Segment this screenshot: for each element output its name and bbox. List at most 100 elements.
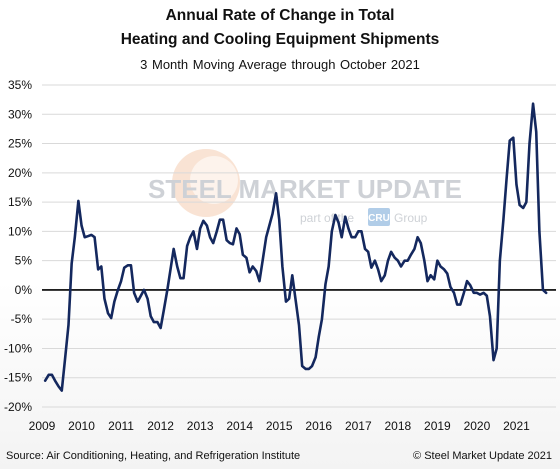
- y-tick-label: -15%: [4, 371, 32, 385]
- data-point: [423, 260, 425, 262]
- data-point: [77, 200, 79, 202]
- data-point: [169, 268, 172, 271]
- data-point: [483, 292, 485, 294]
- data-point: [93, 236, 96, 238]
- x-tick-label: 2017: [345, 419, 372, 433]
- data-point: [525, 201, 527, 203]
- data-point: [80, 224, 83, 227]
- data-point: [130, 264, 132, 266]
- data-point: [239, 233, 241, 235]
- data-point: [479, 293, 481, 296]
- x-tick-label: 2019: [424, 419, 451, 433]
- x-tick-label: 2011: [108, 419, 134, 433]
- data-point: [436, 260, 438, 262]
- x-tick-label: 2010: [68, 419, 95, 433]
- data-point: [433, 278, 435, 280]
- y-tick-label: 30%: [8, 107, 32, 121]
- y-tick-label: -20%: [4, 400, 32, 414]
- x-tick-label: 2020: [464, 419, 491, 433]
- data-point: [387, 260, 389, 262]
- data-point: [107, 312, 109, 314]
- data-point: [229, 242, 231, 244]
- data-point: [496, 347, 498, 350]
- data-point: [344, 216, 346, 218]
- data-point: [377, 268, 379, 271]
- data-point: [321, 318, 323, 320]
- data-point: [127, 264, 129, 266]
- data-point: [235, 227, 238, 230]
- data-point: [291, 274, 293, 276]
- y-axis-tick-labels: -20% -15% -10% -5% 0% 5% 10% 15% 20% 25% 30% 35%: [4, 78, 32, 414]
- data-point: [466, 280, 468, 282]
- data-point: [173, 248, 175, 250]
- data-point: [426, 280, 429, 282]
- data-point: [357, 230, 359, 232]
- data-point: [137, 301, 139, 303]
- data-point: [328, 265, 330, 268]
- data-point: [367, 251, 369, 253]
- data-point: [538, 230, 540, 232]
- watermark-brand-text: STEEL MARKET UPDATE: [148, 174, 462, 204]
- data-point: [281, 265, 283, 268]
- data-point: [262, 260, 264, 262]
- data-point: [390, 251, 392, 253]
- data-point: [301, 365, 303, 367]
- data-point: [522, 207, 524, 209]
- data-point: [334, 214, 336, 216]
- data-point: [459, 303, 461, 306]
- data-point: [476, 292, 478, 294]
- data-point: [370, 267, 372, 269]
- data-point: [67, 324, 70, 326]
- data-point: [222, 219, 224, 221]
- data-point: [311, 365, 313, 367]
- x-tick-label: 2013: [187, 419, 214, 433]
- data-point: [44, 380, 46, 382]
- chart-title-line-1: Annual Rate of Change in Total: [165, 7, 395, 24]
- data-point: [519, 204, 521, 206]
- chart-subtitle: 3 Month Moving Average through October 2…: [140, 57, 420, 72]
- data-point: [505, 178, 508, 180]
- data-point: [492, 359, 495, 361]
- x-tick-label: 2015: [266, 419, 293, 433]
- data-point: [360, 230, 363, 232]
- data-point: [430, 274, 432, 276]
- data-point: [163, 309, 165, 311]
- watermark-swirl-icon: [172, 149, 240, 217]
- data-point: [439, 265, 442, 268]
- data-point: [407, 260, 409, 262]
- data-point: [420, 242, 422, 244]
- data-point: [499, 260, 501, 262]
- x-axis-tick-labels: 2009 2010 2011 2012 2013 2014 2015 2016 2017 2018…: [29, 419, 530, 433]
- data-point: [410, 254, 412, 256]
- data-point: [255, 270, 257, 272]
- series-line: [43, 102, 548, 392]
- x-tick-label: 2009: [29, 419, 56, 433]
- data-point: [176, 265, 178, 268]
- data-point: [486, 295, 488, 297]
- data-points: [44, 103, 547, 392]
- data-point: [123, 267, 125, 269]
- data-point: [271, 213, 274, 215]
- x-tick-label: 2021: [503, 419, 530, 433]
- data-point: [394, 257, 396, 259]
- watermark-badge-text: CRU: [368, 213, 390, 224]
- data-point: [150, 315, 152, 317]
- x-tick-label: 2018: [384, 419, 411, 433]
- data-point: [216, 230, 218, 232]
- data-point: [97, 268, 99, 271]
- data-point: [156, 321, 159, 323]
- data-point: [252, 265, 254, 268]
- data-point: [473, 292, 475, 294]
- data-point: [318, 336, 320, 338]
- data-point: [364, 248, 366, 250]
- data-point: [380, 280, 382, 282]
- y-tick-label: 10%: [8, 224, 32, 238]
- x-tick-label: 2016: [305, 419, 332, 433]
- watermark-badge: [368, 208, 390, 226]
- y-tick-label: -10%: [4, 341, 32, 355]
- data-point: [341, 236, 343, 238]
- data-point: [469, 284, 471, 286]
- data-point: [100, 265, 102, 268]
- y-tick-label: -5%: [11, 312, 33, 326]
- horizontal-gridlines: [42, 84, 556, 408]
